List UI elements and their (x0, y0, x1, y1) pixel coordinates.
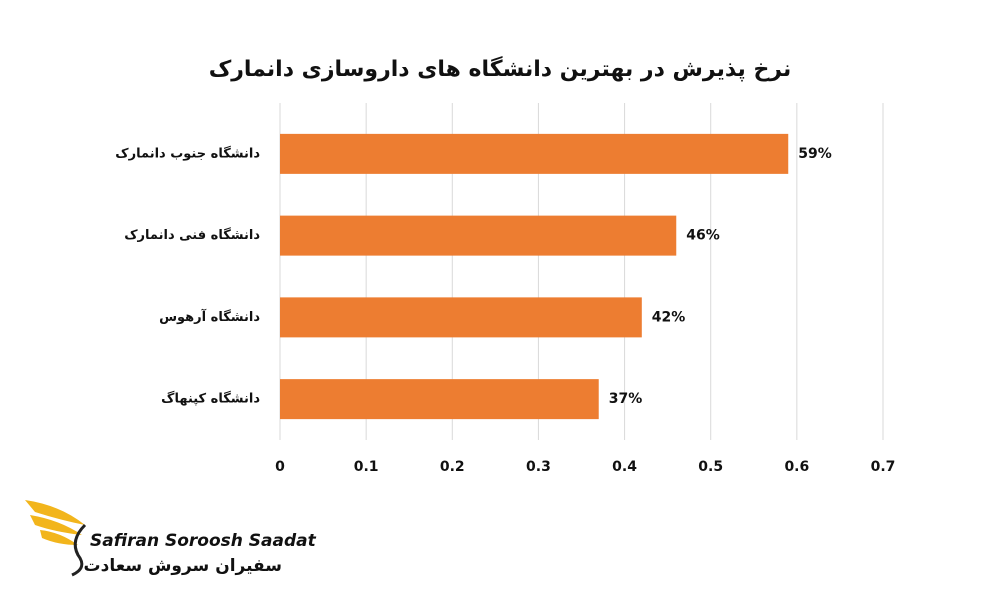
value-label: 46% (686, 228, 720, 244)
x-tick-label: 0.4 (612, 459, 637, 475)
y-tick-label: دانشگاه فنی دانمارک (124, 227, 260, 243)
x-tick-label: 0.5 (698, 459, 723, 475)
x-tick-label: 0.2 (440, 459, 465, 475)
value-label: 42% (652, 309, 686, 325)
x-tick-label: 0.7 (871, 459, 896, 475)
bar (280, 133, 789, 174)
x-tick-label: 0.1 (354, 459, 379, 475)
y-tick-label: دانشگاه کپنهاگ (161, 390, 260, 407)
y-tick-label: دانشگاه آرهوس (159, 308, 260, 325)
logo-swan (71, 523, 87, 577)
bar (280, 215, 677, 256)
logo: Safiran Soroosh Saadat سفیران سروش سعادت (25, 500, 317, 577)
chart-title: نرخ پذیرش در بهترین دانشگاه های داروسازی… (209, 55, 792, 82)
y-tick-label: دانشگاه جنوب دانمارک (115, 145, 260, 161)
bar (280, 297, 642, 338)
logo-name-en: Safiran Soroosh Saadat (90, 531, 317, 551)
x-tick-label: 0.6 (784, 459, 809, 475)
logo-name-fa: سفیران سروش سعادت (84, 556, 282, 576)
value-label: 59% (798, 146, 832, 162)
x-tick-label: 0.3 (526, 459, 551, 475)
value-label: 37% (609, 391, 643, 407)
logo-wing (25, 500, 85, 545)
x-tick-label: 0 (275, 459, 285, 475)
bar (280, 379, 599, 420)
